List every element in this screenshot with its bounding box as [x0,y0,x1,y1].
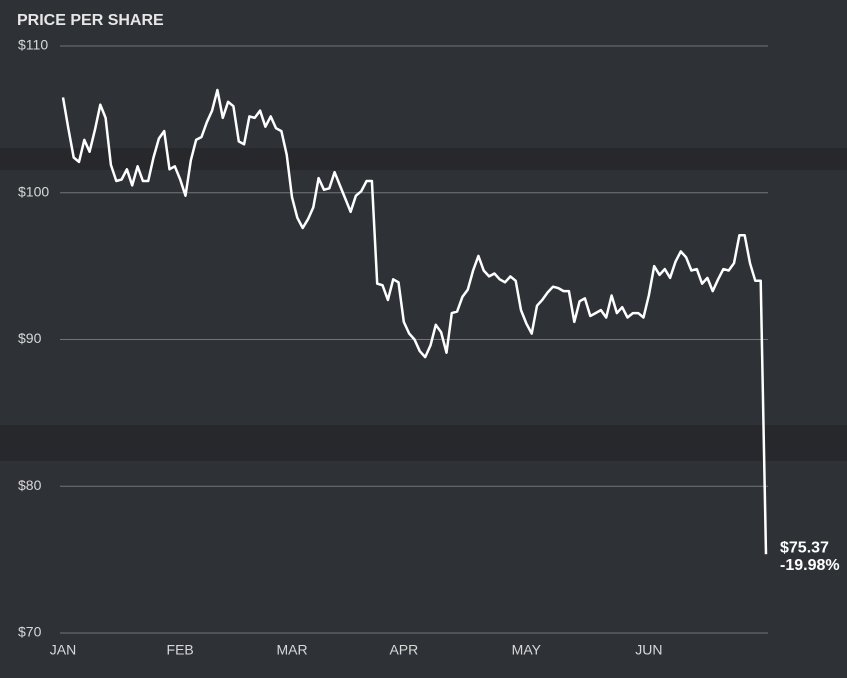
shelf [0,148,847,170]
x-tick-label: FEB [167,642,194,658]
y-tick-label: $80 [18,477,42,493]
y-tick-label: $100 [18,183,49,199]
x-tick-label: JAN [50,642,76,658]
x-tick-label: MAY [512,642,542,658]
x-tick-label: MAR [276,642,307,658]
annotation: -19.98% [780,557,840,574]
price-line [61,88,768,555]
y-tick-label: $90 [18,330,42,346]
chart-title: PRICE PER SHARE [17,12,164,29]
value-label: $75.37 [780,539,829,556]
y-tick-label: $70 [18,624,42,640]
x-tick-label: APR [389,642,418,658]
y-tick-label: $110 [18,37,48,53]
shelf [0,425,847,461]
x-tick-label: JUN [635,642,662,658]
